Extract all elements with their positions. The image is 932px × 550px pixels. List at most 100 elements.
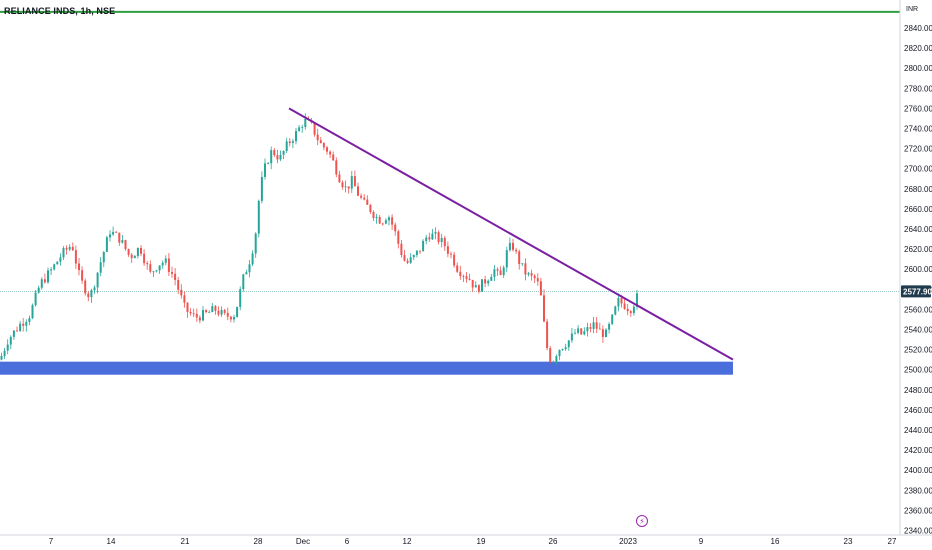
candle-body [208, 312, 211, 313]
candle-body [570, 333, 573, 341]
candle-body [524, 263, 527, 275]
time-tick-label: 9 [699, 537, 704, 546]
candle-body [555, 356, 558, 362]
candle-body [301, 127, 304, 128]
candle-body [9, 336, 12, 345]
price-tick-label: 2440.00 [904, 426, 932, 435]
candle-body [133, 255, 136, 259]
candle-body [47, 270, 49, 283]
candle-body [71, 246, 74, 251]
last-price-tag-label: 2577.90 [903, 287, 932, 296]
candle-body [465, 276, 468, 279]
candle-body [174, 273, 177, 280]
candle-body [19, 323, 22, 331]
candle-body [508, 242, 511, 251]
candle-body [369, 204, 372, 212]
candle-body [130, 254, 133, 259]
candle-body [533, 275, 536, 279]
candle-body [93, 287, 96, 291]
last-price-tag [901, 285, 931, 298]
time-tick-label: 7 [49, 537, 54, 546]
candle-body [381, 223, 384, 225]
candle-body [53, 264, 56, 270]
candle-body [335, 160, 338, 175]
candle-body [127, 249, 130, 255]
candle-body [3, 350, 6, 356]
candle-body [586, 327, 589, 332]
candle-body [186, 302, 189, 313]
trendline[interactable] [288, 107, 734, 361]
candle-body [502, 267, 505, 276]
candle-body [161, 262, 164, 266]
candle-body [105, 237, 108, 252]
candle-body [146, 263, 149, 265]
symbol-header[interactable]: RELIANCE INDS, 1h, NSE [4, 6, 116, 16]
price-axis: 2340.00 2360.00 2380.00 2400.00 2420.00 2440.… [904, 24, 932, 536]
time-tick-label: 28 [254, 537, 263, 546]
candle-body [632, 306, 635, 314]
candle-body [397, 231, 400, 244]
candle-body [56, 261, 59, 265]
candle-body [180, 289, 183, 296]
candles [0, 113, 638, 365]
candle-body [270, 150, 273, 164]
candle-body [518, 251, 521, 265]
candle-body [298, 127, 301, 132]
candle-body [189, 312, 192, 314]
candle-body [539, 281, 542, 296]
candle-body [62, 248, 65, 258]
time-tick-label: 19 [477, 537, 486, 546]
candle-body [363, 197, 366, 200]
candle-body [214, 306, 217, 311]
candle-body [177, 279, 180, 290]
candle-body [496, 269, 499, 271]
candle-body [431, 233, 434, 240]
candle-body [629, 311, 632, 314]
candle-body [155, 270, 158, 272]
candle-body [493, 269, 496, 277]
candle-body [487, 280, 490, 284]
candle-body [490, 276, 493, 281]
candle-body [391, 217, 394, 225]
candle-body [474, 285, 477, 288]
candle-body [282, 151, 285, 155]
candle-body [412, 255, 415, 258]
candle-body [384, 220, 387, 224]
candle-body [477, 285, 480, 292]
price-tick-label: 2420.00 [904, 446, 932, 455]
candle-body [136, 247, 139, 256]
price-tick-label: 2620.00 [904, 245, 932, 254]
candle-body [583, 331, 586, 335]
lightning-icon[interactable]: ⚡ [636, 515, 648, 527]
price-tick-label: 2780.00 [904, 84, 932, 93]
candle-body [223, 309, 226, 313]
candle-body [313, 122, 316, 135]
candle-body [295, 131, 297, 142]
candle-body [353, 176, 356, 187]
candle-body [561, 348, 564, 350]
candle-body [322, 143, 325, 148]
time-tick-label: 27 [888, 537, 897, 546]
price-tick-label: 2660.00 [904, 205, 932, 214]
candle-body [428, 237, 431, 240]
candle-body [118, 232, 121, 243]
candle-body [549, 348, 552, 363]
candle-body [403, 255, 406, 261]
candle-body [202, 310, 204, 321]
candle-body [388, 217, 390, 221]
candle-body [96, 272, 99, 288]
candle-body [636, 293, 638, 307]
price-tick-label: 2760.00 [904, 104, 932, 113]
price-tick-label: 2540.00 [904, 326, 932, 335]
candle-body [245, 272, 248, 275]
support-zone[interactable] [0, 361, 733, 375]
candle-body [149, 264, 152, 272]
currency-label: INR [906, 6, 918, 13]
candle-body [468, 278, 471, 280]
candle-body [577, 328, 580, 333]
candle-body [37, 287, 40, 293]
candle-body [285, 141, 288, 152]
candle-body [611, 314, 614, 324]
candle-body [375, 217, 378, 219]
